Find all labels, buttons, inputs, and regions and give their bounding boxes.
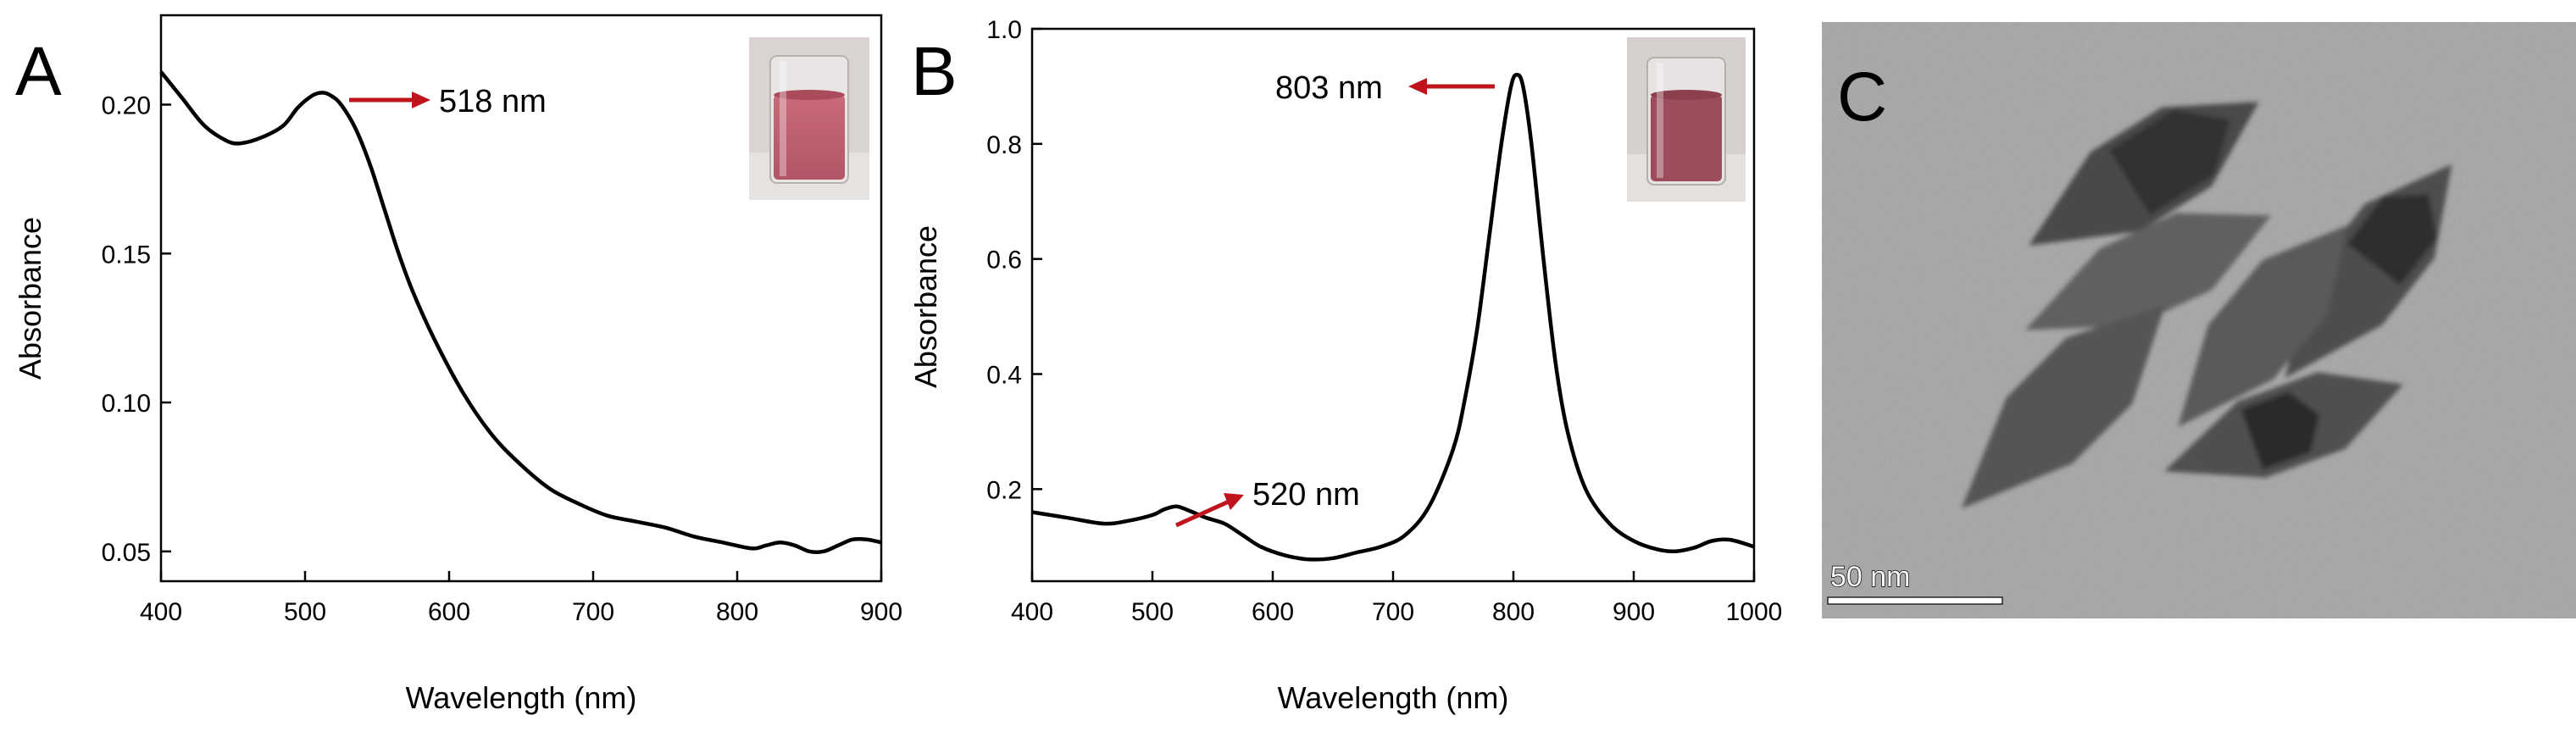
panel-b: B 400 500 600 700 800 900 10000.20.40.60.81.0 … — [908, 16, 1782, 715]
scale-bar-label: 50 nm — [1830, 561, 1911, 593]
panel-a: A 400 500 600 700 800 900 0.05 0.10 0.15 0.20 Wav… — [13, 14, 902, 715]
x-axis-label-a: Wavelength (nm) — [406, 680, 637, 715]
y-tick-label-b-1: 0.4 — [986, 362, 1022, 390]
arrowhead-803 — [1408, 78, 1427, 95]
y-tick-label-a-0: 0.05 — [102, 539, 151, 567]
peak-annotation-518: 518 nm — [349, 84, 547, 119]
x-tick-label-b-700: 700 — [1372, 598, 1414, 626]
absorbance-curve-b — [1031, 73, 1755, 562]
vial-photo-a — [749, 37, 869, 200]
vial-photo-b — [1627, 37, 1746, 202]
plot-frame-a — [159, 14, 883, 583]
x-tick-label-b-400: 400 — [1011, 598, 1053, 626]
scale-bar-line — [1827, 596, 2003, 605]
scale-bar: 50 nm — [1827, 560, 2003, 605]
ticks-a: 400 500 600 700 800 900 0.05 0.10 0.15 0.20 — [102, 92, 902, 626]
x-tick-label-b-500: 500 — [1131, 598, 1174, 626]
peak-annotation-520: 520 nm — [1174, 477, 1360, 528]
panel-letter-c: C — [1837, 58, 1887, 136]
peak-annotation-803: 803 nm — [1275, 70, 1495, 106]
y-tick-label-a-1: 0.10 — [102, 390, 151, 418]
x-tick-label-b-900: 900 — [1613, 598, 1655, 626]
panel-c-tem-image: C — [1822, 22, 2576, 618]
arrowhead-518 — [412, 92, 430, 108]
x-tick-label-b-800: 800 — [1492, 598, 1535, 626]
nanoparticles — [1961, 102, 2452, 509]
x-tick-label-a-800: 800 — [716, 598, 758, 626]
panel-letter-a: A — [15, 33, 62, 110]
nanorod-1 — [2029, 102, 2259, 246]
y-tick-label-a-3: 0.20 — [102, 92, 151, 119]
x-tick-label-b-600: 600 — [1252, 598, 1294, 626]
ticks-b: 400 500 600 700 800 900 1000 0.2 0.4 0.6 0.8 1.0 — [986, 16, 1782, 626]
absorbance-curve-a — [159, 70, 882, 554]
nanorod-3 — [2285, 164, 2452, 379]
x-tick-label-a-900: 900 — [860, 598, 902, 626]
x-tick-label-a-600: 600 — [428, 598, 470, 626]
nanorod-6 — [2164, 372, 2403, 478]
annotation-520nm: 520 nm — [1252, 477, 1360, 513]
annotation-803nm: 803 nm — [1275, 70, 1383, 106]
x-tick-label-a-500: 500 — [284, 598, 326, 626]
y-axis-label-b: Absorbance — [908, 225, 943, 388]
y-tick-label-b-0: 0.2 — [986, 476, 1022, 504]
arrowhead-520 — [1224, 493, 1244, 510]
y-tick-label-b-4: 1.0 — [986, 16, 1022, 44]
nanorod-4 — [2178, 225, 2347, 427]
panel-letter-b: B — [911, 33, 958, 110]
y-tick-label-b-3: 0.8 — [986, 131, 1022, 159]
x-axis-label-b: Wavelength (nm) — [1278, 680, 1509, 715]
x-tick-label-a-700: 700 — [572, 598, 614, 626]
x-tick-label-b-1000: 1000 — [1726, 598, 1783, 626]
y-tick-label-b-2: 0.6 — [986, 247, 1022, 274]
annotation-518nm: 518 nm — [439, 84, 547, 119]
y-axis-label-a: Absorbance — [13, 217, 47, 380]
y-tick-label-a-2: 0.15 — [102, 241, 151, 269]
x-tick-label-a-400: 400 — [140, 598, 182, 626]
nanorod-5 — [1961, 304, 2166, 509]
nanorod-2 — [2024, 213, 2272, 330]
arrow-520 — [1174, 499, 1230, 528]
